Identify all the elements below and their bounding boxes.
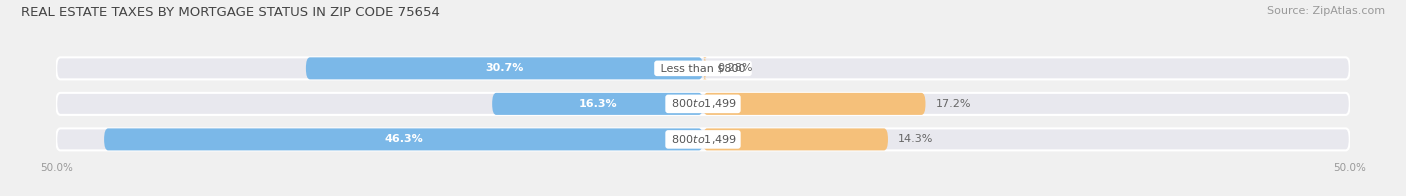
Text: Source: ZipAtlas.com: Source: ZipAtlas.com bbox=[1267, 6, 1385, 16]
Text: 14.3%: 14.3% bbox=[898, 134, 934, 144]
FancyBboxPatch shape bbox=[703, 57, 707, 79]
FancyBboxPatch shape bbox=[307, 57, 703, 79]
FancyBboxPatch shape bbox=[492, 93, 703, 115]
FancyBboxPatch shape bbox=[703, 128, 889, 150]
Text: Less than $800: Less than $800 bbox=[657, 63, 749, 73]
Text: REAL ESTATE TAXES BY MORTGAGE STATUS IN ZIP CODE 75654: REAL ESTATE TAXES BY MORTGAGE STATUS IN … bbox=[21, 6, 440, 19]
FancyBboxPatch shape bbox=[104, 128, 703, 150]
Text: 0.28%: 0.28% bbox=[717, 63, 752, 73]
Text: 30.7%: 30.7% bbox=[485, 63, 523, 73]
Text: $800 to $1,499: $800 to $1,499 bbox=[668, 133, 738, 146]
FancyBboxPatch shape bbox=[703, 93, 925, 115]
FancyBboxPatch shape bbox=[56, 128, 1350, 150]
FancyBboxPatch shape bbox=[56, 93, 1350, 115]
Text: $800 to $1,499: $800 to $1,499 bbox=[668, 97, 738, 110]
Text: 16.3%: 16.3% bbox=[578, 99, 617, 109]
Text: 46.3%: 46.3% bbox=[384, 134, 423, 144]
Text: 17.2%: 17.2% bbox=[936, 99, 972, 109]
FancyBboxPatch shape bbox=[56, 57, 1350, 79]
